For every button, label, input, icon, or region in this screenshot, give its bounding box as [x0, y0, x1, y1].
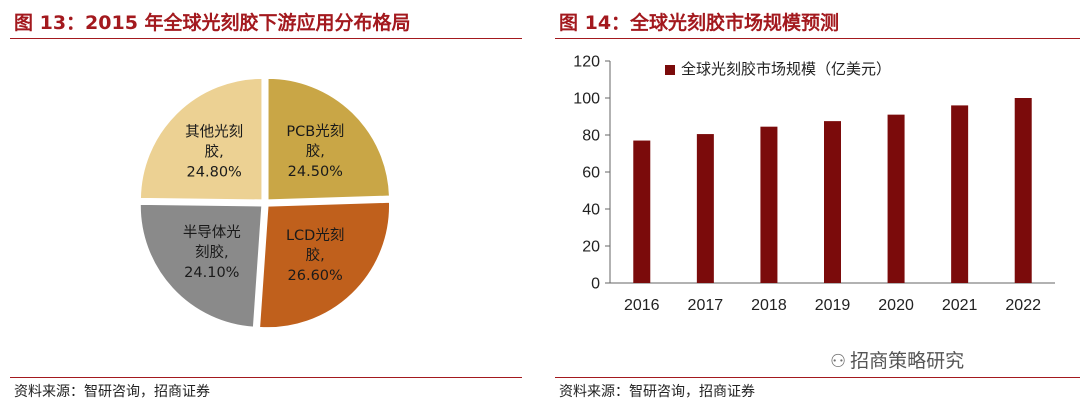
pie-slice-label: 胶, [306, 247, 325, 264]
x-tick-label: 2022 [1005, 297, 1041, 314]
left-source-rule [10, 377, 522, 378]
bar [760, 126, 778, 283]
bar [951, 105, 969, 284]
y-tick-label: 80 [582, 128, 600, 145]
y-tick-label: 120 [573, 54, 600, 71]
pie-slice-label: 胶, [306, 143, 325, 160]
pie-slice [267, 77, 391, 201]
pie-slice-label: 胶, [205, 144, 224, 161]
pie-chart: PCB光刻胶,24.50%LCD光刻胶,26.60%半导体光刻胶,24.10%其… [139, 77, 391, 329]
y-tick-label: 100 [573, 91, 600, 108]
y-tick-label: 60 [582, 165, 600, 182]
pie-slice-label: 24.50% [288, 164, 343, 180]
left-figure-panel: 图 13：2015 年全球光刻胶下游应用分布格局 PCB光刻胶, 24.50% LC… [0, 0, 522, 410]
bar-chart: 0 20 40 60 80 100 120 2016 2017 2018 2019 2020 2021 2… [573, 54, 1055, 314]
watermark: ⚇ 招商策略研究 [830, 346, 964, 373]
left-figure-title: 图 13：2015 年全球光刻胶下游应用分布格局 [14, 12, 411, 34]
bar [633, 140, 651, 283]
pie-slice [139, 77, 263, 201]
pie-slice-label: LCD光刻 [286, 227, 344, 244]
y-tick-label: 40 [582, 202, 600, 219]
right-source-note: 资料来源：智研咨询，招商证券 [559, 384, 755, 400]
y-tick-label: 0 [591, 276, 600, 293]
y-tick-label: 20 [582, 239, 600, 256]
pie-slice [139, 203, 263, 329]
right-figure-title: 图 14：全球光刻胶市场规模预测 [559, 12, 840, 34]
right-source-rule [555, 377, 1080, 378]
legend-label: 全球光刻胶市场规模（亿美元） [681, 60, 892, 78]
right-title-rule [555, 38, 1080, 39]
pie-slice-label: 刻胶, [195, 244, 229, 261]
pie-slice-label: PCB光刻 [286, 123, 344, 140]
left-title-rule [10, 38, 522, 39]
bar [824, 121, 841, 283]
x-tick-label: 2018 [751, 297, 787, 314]
bar [1014, 98, 1032, 283]
pie-slice-label: 24.10% [184, 265, 239, 281]
x-tick-label: 2019 [815, 297, 851, 314]
x-tick-label: 2020 [878, 297, 914, 314]
bar-legend: 全球光刻胶市场规模（亿美元） [665, 58, 891, 79]
x-tick-label: 2021 [942, 297, 978, 314]
pie-slice-label: 半导体光 [183, 224, 241, 241]
pie-slice-label: 24.80% [187, 165, 242, 181]
pie-slice [258, 201, 391, 329]
x-tick-label: 2016 [624, 297, 660, 314]
legend-swatch [665, 64, 675, 75]
bar [887, 114, 905, 284]
right-figure-panel: 图 14：全球光刻胶市场规模预测 全球光刻胶市场规模（亿美元） 0 20 40 60 8… [545, 0, 1080, 410]
left-source-note: 资料来源：智研咨询，招商证券 [14, 384, 210, 400]
wechat-icon: ⚇ [830, 351, 847, 372]
watermark-text: 招商策略研究 [850, 350, 965, 372]
x-tick-label: 2017 [688, 297, 724, 314]
pie-slice-label: 其他光刻 [185, 124, 243, 141]
pie-slice-label: 26.60% [288, 268, 343, 284]
bar [696, 134, 714, 283]
